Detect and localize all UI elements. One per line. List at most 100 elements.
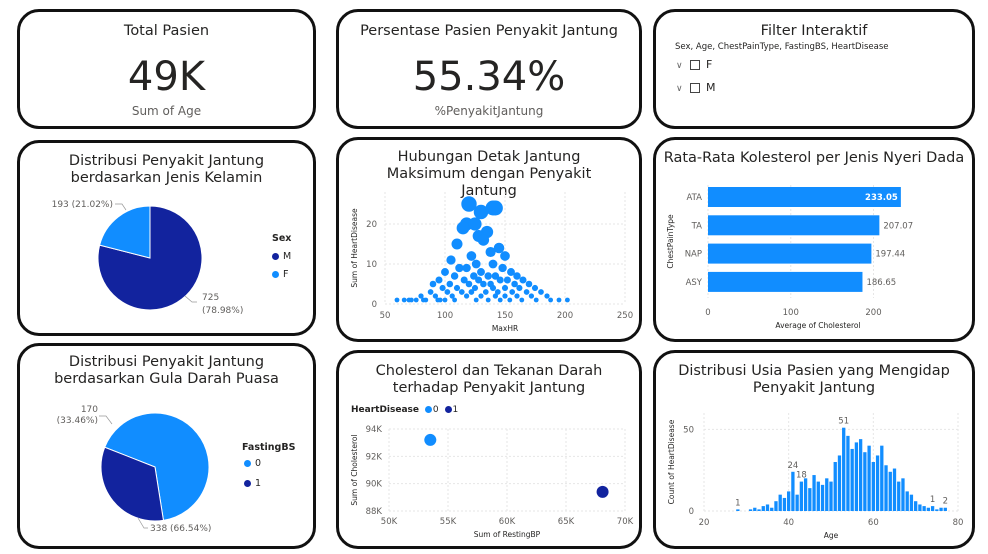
histogram-bar (846, 435, 850, 511)
scatter-point (482, 289, 489, 295)
data-label: 197.44 (875, 250, 905, 260)
legend-item-0[interactable]: 0 (424, 405, 442, 415)
scatter-point (444, 289, 451, 295)
bar (708, 187, 901, 207)
x-tick-label: 50K (381, 517, 398, 527)
scatter-point (463, 293, 470, 299)
scatter-point (511, 280, 518, 288)
histogram-bar (770, 507, 774, 511)
histogram-bar (863, 452, 867, 511)
histogram-bar (778, 494, 782, 511)
legend-item-0[interactable]: 0 (244, 458, 261, 469)
scatter-point (488, 259, 498, 269)
checkbox[interactable] (690, 83, 700, 93)
histogram-bar (791, 471, 795, 511)
histogram-bar (858, 439, 863, 511)
x-tick-label: 80 (953, 518, 964, 528)
scatter-point (528, 293, 535, 299)
histogram-bar (909, 494, 914, 511)
data-label-0: 338 (66.54%) (150, 524, 211, 534)
scatter-point (451, 238, 463, 250)
scatter-point (498, 263, 507, 273)
y-tick-label: 94K (366, 425, 383, 435)
legend-item-1[interactable]: 1 (244, 478, 261, 489)
scatter-point (475, 276, 483, 284)
filter-option-m[interactable]: ∨ M (676, 81, 716, 94)
scatter-point (432, 293, 439, 299)
scatter-point (458, 289, 465, 295)
kpi-value: 55.34% (412, 54, 566, 100)
histogram-bar (757, 509, 761, 511)
age-hist-card: Distribusi Usia Pasien yang Mengidap Pen… (653, 350, 975, 549)
scatter-point (465, 280, 473, 288)
chevron-down-icon[interactable]: ∨ (676, 84, 683, 94)
histogram-bar (935, 509, 939, 511)
y-axis-title: Count of HeartDisease (667, 419, 676, 504)
y-tick-label: 0 (372, 300, 377, 310)
scatter-point (468, 217, 482, 231)
x-tick-label: 250 (617, 311, 633, 321)
checkbox[interactable] (690, 60, 700, 70)
histogram-bar (808, 488, 812, 511)
scatter-point (477, 268, 485, 276)
histogram-bar (782, 497, 787, 511)
scatter-point (538, 289, 544, 295)
data-label-f: 193 (21.02%) (52, 200, 113, 210)
x-tick-label: 200 (865, 308, 881, 318)
legend-item-f[interactable]: F (272, 269, 288, 280)
legend-item-m[interactable]: M (272, 251, 291, 262)
histogram-bar (892, 468, 897, 511)
scatter-point (450, 272, 459, 280)
scatter-point (501, 284, 509, 292)
legend: HeartDisease 0 1 (351, 405, 458, 415)
scatter-point (519, 297, 525, 303)
scatter-point-1 (596, 485, 609, 498)
card-title: Distribusi Usia Pasien yang Mengidap Pen… (678, 363, 950, 396)
x-axis-title: Average of Cholesterol (775, 321, 860, 330)
scatter-point (466, 251, 477, 261)
scatter-point-0 (424, 433, 437, 446)
histogram-bar (765, 504, 770, 511)
filter-fields: Sex, Age, ChestPainType, FastingBS, Hear… (675, 42, 889, 52)
histogram-bar (880, 445, 884, 511)
y-tick-label: ATA (686, 193, 702, 203)
legend-label: 1 (452, 405, 459, 415)
histogram-bar (820, 484, 825, 511)
kpi-subtitle: %PenyakitJantung (434, 104, 544, 118)
y-tick-label: TA (691, 221, 703, 231)
x-tick-label: 0 (705, 308, 710, 318)
scatter-point (446, 255, 456, 265)
chol-bp-scatter-chart: 50K 55K 60K 65K 70K 88K 90K 92K 94K Sum of Restin… (350, 425, 634, 539)
data-label: 2 (943, 497, 948, 507)
legend-marker (272, 253, 279, 260)
scatter-point (507, 297, 513, 303)
data-label: 186.65 (866, 278, 896, 288)
bar (708, 215, 880, 236)
scatter-point (449, 293, 455, 299)
pie-slice-f (99, 205, 151, 259)
card-title: Rata-Rata Kolesterol per Jenis Nyeri Dad… (663, 150, 965, 166)
scatter-point (473, 204, 489, 220)
chevron-down-icon[interactable]: ∨ (676, 61, 683, 71)
fbs-pie-card: Distribusi Penyakit Jantung berdasarkan … (17, 343, 316, 549)
legend-marker (444, 406, 452, 413)
scatter-point (460, 276, 468, 284)
scatter-point (435, 297, 441, 303)
legend-item-1[interactable]: 1 (444, 405, 459, 415)
scatter-point (471, 284, 479, 292)
x-tick-label: 40 (783, 518, 794, 528)
pie-slice-0 (104, 412, 210, 521)
data-label-1-percent: (33.46%) (57, 416, 98, 426)
y-tick-label: 20 (366, 220, 377, 230)
histogram-bar (943, 507, 947, 511)
x-tick-label: 200 (557, 311, 573, 321)
filter-option-f[interactable]: ∨ F (676, 58, 712, 71)
persentase-card: Persentase Pasien Penyakit Jantung 55.34… (336, 9, 642, 129)
histogram-bar (816, 481, 820, 511)
card-title: Cholesterol dan Tekanan Darah terhadap P… (375, 363, 603, 396)
histogram-bar (837, 455, 842, 511)
legend-title: FastingBS (242, 442, 296, 453)
scatter-point (442, 297, 448, 303)
histogram-bar (939, 507, 943, 511)
y-tick-label: 90K (366, 480, 383, 490)
